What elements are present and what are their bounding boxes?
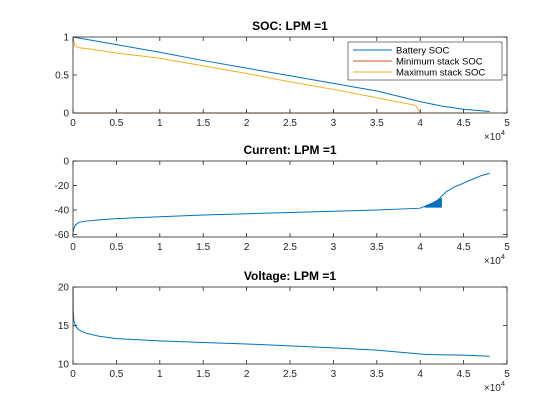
- chart-title: Current: LPM =1: [243, 143, 336, 157]
- y-tick-label: 1: [63, 33, 69, 44]
- y-tick-label: 0: [63, 109, 69, 120]
- x-tick-label: 3: [331, 242, 337, 253]
- x-tick-label: 2: [244, 118, 250, 129]
- x-tick-label: 4.5: [457, 242, 471, 253]
- x-tick-label: 1: [157, 118, 163, 129]
- x-tick-label: 1.5: [196, 242, 210, 253]
- x-tick-label: 0.5: [109, 118, 123, 129]
- x-tick-label: 5: [504, 369, 510, 380]
- x-tick-label: 3.5: [370, 369, 384, 380]
- x-exponent-power: 4: [501, 379, 505, 388]
- y-tick-label: 10: [58, 360, 70, 371]
- legend-label: Minimum stack SOC: [396, 56, 483, 67]
- y-tick-label: 0: [63, 157, 69, 168]
- y-tick-label: 20: [58, 283, 70, 294]
- y-tick-label: 15: [58, 321, 70, 332]
- axes-box: [72, 286, 508, 365]
- x-tick-label: 2: [244, 242, 250, 253]
- subplot-2: Current: LPM =1 0 0.5 1 1.5 2 2.5 3 3.5 4 4.5 5 -60 -…: [55, 143, 511, 267]
- x-tick-label: 5: [504, 118, 510, 129]
- x-tick-label: 2.5: [283, 369, 297, 380]
- series-line-1: [72, 172, 490, 233]
- legend-label: Battery SOC: [396, 45, 449, 56]
- series-line-1: [72, 286, 490, 357]
- y-tick-label: -60: [55, 230, 70, 241]
- x-tick-label: 4: [417, 369, 423, 380]
- x-tick-label: 3.5: [370, 242, 384, 253]
- chart-title: SOC: LPM =1: [252, 19, 328, 33]
- x-tick-label: 2: [244, 369, 250, 380]
- x-tick-label: 0.5: [109, 242, 123, 253]
- x-exponent-label: ×104: [484, 379, 505, 394]
- x-tick-label: 4.5: [457, 118, 471, 129]
- x-tick-label: 0.5: [109, 369, 123, 380]
- x-tick-label: 3: [331, 369, 337, 380]
- x-tick-label: 0: [70, 242, 76, 253]
- subplot-1: SOC: LPM =1 0 0.5 1 1.5 2 2.5 3 3.5 4 4.5 5 0 0.5 1 ×10…: [55, 19, 510, 143]
- x-tick-label: 3: [331, 118, 337, 129]
- subplot-3: Voltage: LPM =1 0 0.5 1 1.5 2 2.5 3 3.5 4 4.5 5 10 15…: [58, 269, 510, 394]
- x-exponent-power: 4: [501, 252, 505, 261]
- x-tick-label: 1.5: [196, 118, 210, 129]
- series-line-1: [72, 36, 490, 112]
- x-exponent-label: ×104: [484, 252, 505, 267]
- x-tick-label: 2.5: [283, 242, 297, 253]
- x-tick-label: 0: [70, 118, 76, 129]
- x-tick-label: 1: [157, 369, 163, 380]
- x-tick-label: 4: [417, 242, 423, 253]
- x-exponent-base: ×10: [484, 383, 501, 394]
- x-tick-label: 4: [417, 118, 423, 129]
- x-exponent-power: 4: [501, 128, 505, 137]
- x-tick-label: 0: [70, 369, 76, 380]
- legend-label: Maximum stack SOC: [396, 67, 485, 78]
- y-tick-label: 0.5: [55, 71, 69, 82]
- x-exponent-base: ×10: [484, 256, 501, 267]
- chart-title: Voltage: LPM =1: [244, 269, 336, 283]
- x-tick-label: 3.5: [370, 118, 384, 129]
- x-tick-label: 4.5: [457, 369, 471, 380]
- y-tick-label: -20: [55, 181, 70, 192]
- x-tick-label: 2.5: [283, 118, 297, 129]
- x-exponent-base: ×10: [484, 132, 501, 143]
- x-exponent-label: ×104: [484, 128, 505, 143]
- y-tick-label: -40: [55, 206, 70, 217]
- x-tick-label: 1: [157, 242, 163, 253]
- series-line-3: [72, 36, 490, 114]
- x-tick-label: 5: [504, 242, 510, 253]
- x-tick-label: 1.5: [196, 369, 210, 380]
